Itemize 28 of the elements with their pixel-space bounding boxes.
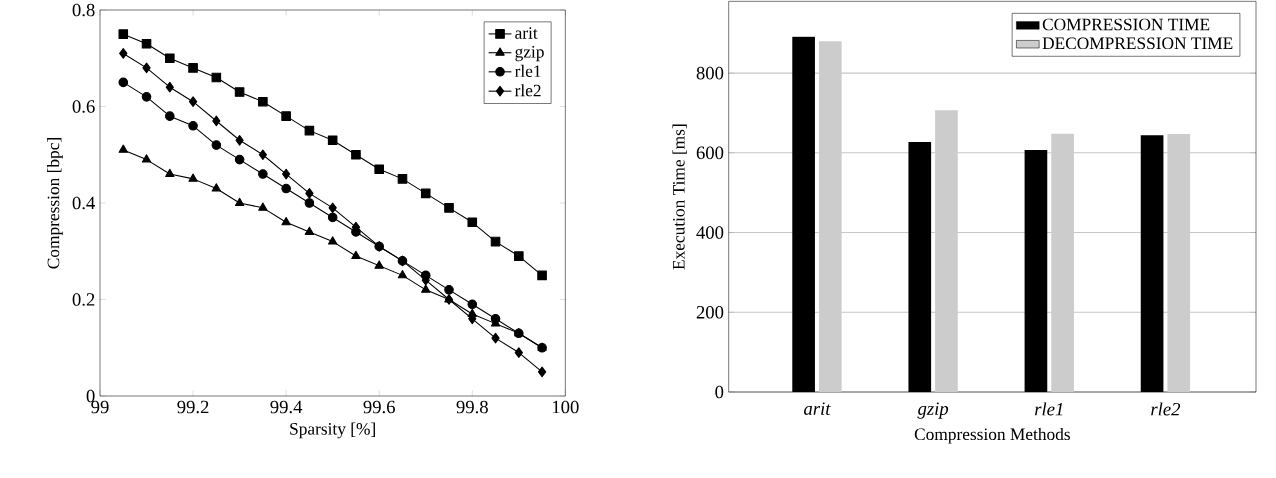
x-tick-label: rle2	[1151, 402, 1181, 416]
x-tick-label: 100	[552, 400, 579, 414]
legend-label: gzip	[515, 45, 544, 62]
x-tick-label: arit	[804, 402, 831, 415]
y-tick-label: 200	[696, 305, 724, 319]
legend-label: COMPRESSION TIME	[1042, 18, 1210, 31]
legend-label: rle1	[514, 64, 541, 77]
x-tick-label: gzip	[917, 402, 949, 419]
x-tick-label: 99.2	[177, 400, 209, 414]
y-tick-label: 0.6	[72, 100, 95, 113]
y-tick-label: 0.4	[72, 196, 96, 210]
y-tick-label: 800	[696, 66, 724, 80]
y-tick-label: 0	[715, 385, 724, 399]
legend-label: rle2	[514, 84, 541, 97]
x-tick-label: 99.6	[363, 400, 395, 414]
y-axis-title: Compression [bpc]	[47, 138, 63, 269]
x-axis-title: Compression Methods	[914, 427, 1070, 444]
x-tick-label: 99.4	[270, 400, 303, 414]
y-tick-label: 0.8	[72, 3, 95, 17]
y-tick-label: 0.2	[72, 293, 95, 306]
x-axis-title: Sparsity [%]	[290, 422, 375, 439]
legend-label: arit	[515, 27, 538, 39]
x-tick-label: 99.8	[456, 400, 488, 414]
y-tick-label: 400	[696, 226, 724, 239]
legend-label: DECOMPRESSION TIME	[1042, 37, 1233, 50]
y-axis-title: Execution Time [ms]	[672, 124, 687, 270]
y-tick-label: 600	[696, 146, 724, 160]
x-tick-label: rle1	[1034, 402, 1063, 416]
